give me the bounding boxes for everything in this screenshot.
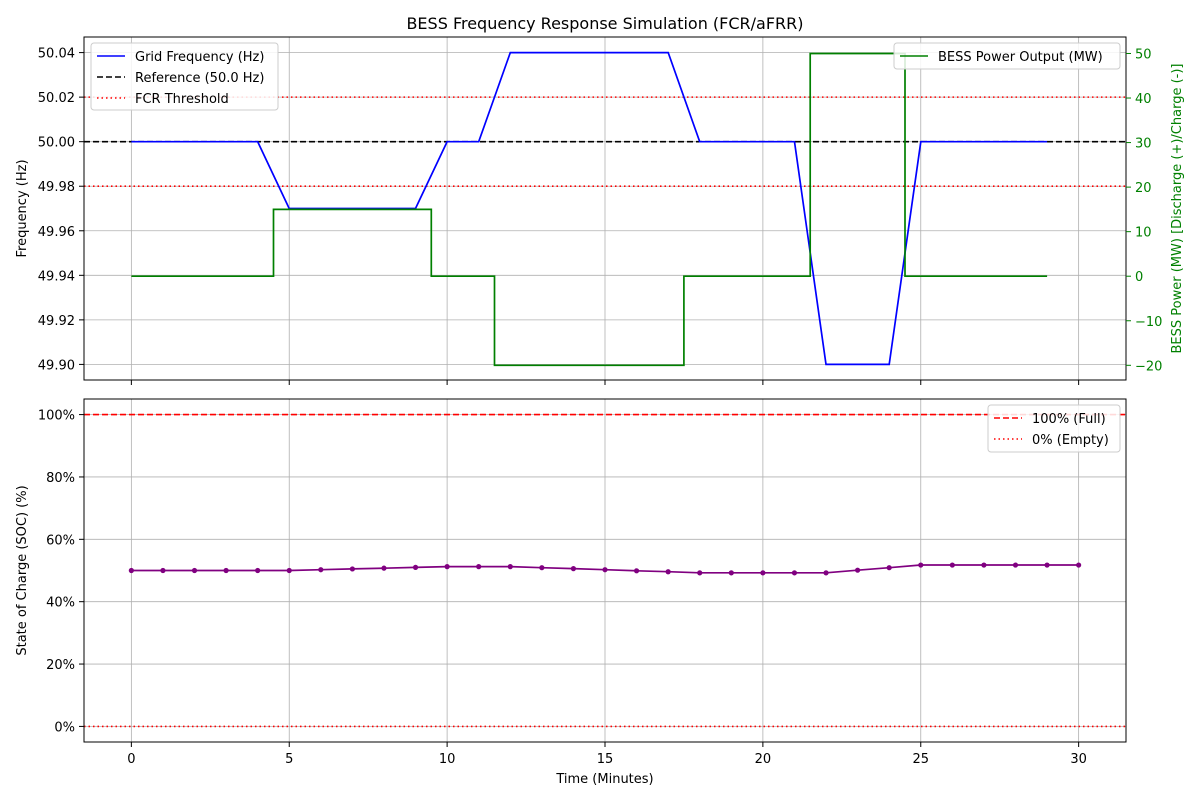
soc-point [855,567,861,573]
x-tick-label: 25 [912,752,929,767]
soc-point [539,565,545,571]
soc-point [318,567,324,573]
soc-point [949,562,955,568]
soc-point [444,564,450,570]
x-tick-label: 20 [755,752,772,767]
soc-tick-label: 100% [38,409,75,424]
soc-legend: 100% (Full) 0% (Empty) [987,404,1121,453]
soc-tick-label: 20% [46,658,75,673]
soc-grid [84,399,1126,742]
soc-tick-label: 40% [46,596,75,611]
legend-label-empty: 0% (Empty) [1032,433,1109,448]
x-tick-label: 10 [439,752,456,767]
bess-power-line [131,52,1048,367]
power-legend-box [893,42,1121,70]
power-tick-label: 40 [1135,92,1152,107]
frequency-tick-label: 49.94 [38,269,75,284]
soc-axis-label: State of Charge (SOC) (%) [15,485,30,655]
soc-point [981,562,987,568]
soc-tick-label: 0% [54,720,75,735]
soc-point [255,567,261,574]
frequency-tick-label: 49.96 [38,225,75,240]
soc-point [191,567,198,574]
power-tick-label: 30 [1135,137,1152,152]
power-tick-label: 50 [1135,47,1152,62]
legend-label-grid-frequency: Grid Frequency (Hz) [135,50,264,65]
soc-point [791,570,798,576]
soc-point [128,567,134,574]
soc-tick-label: 60% [46,533,75,548]
soc-point [697,570,703,576]
soc-point [633,568,640,574]
soc-point [570,566,577,572]
frequency-tick-label: 49.98 [38,180,75,195]
legend-label-full: 100% (Full) [1032,412,1106,427]
legend-label-reference: Reference (50.0 Hz) [135,71,264,86]
soc-point [886,565,892,571]
soc-point [286,567,292,574]
soc-point [602,567,608,573]
power-y-ticks: −20 −10 0 10 20 30 40 50 [1126,47,1162,374]
power-tick-label: 20 [1135,181,1152,196]
soc-point [1076,562,1082,568]
frequency-tick-label: 50.02 [38,91,75,106]
x-tick-label: 5 [285,752,293,767]
soc-point [412,564,419,570]
frequency-tick-label: 50.00 [38,136,75,151]
power-tick-label: 10 [1135,226,1152,241]
power-tick-label: −20 [1135,359,1162,374]
soc-tick-label: 80% [46,471,75,486]
soc-x-ticks: 0 5 10 15 20 25 30 [127,742,1087,767]
soc-point [476,564,482,570]
frequency-legend: Grid Frequency (Hz) Reference (50.0 Hz) … [90,42,279,111]
x-tick-label: 30 [1070,752,1087,767]
soc-point [349,566,355,572]
frequency-panel: 49.90 49.92 49.94 49.96 49.98 50.00 50.02 50.04… [15,14,1185,385]
soc-y-ticks: 0% 20% 40% 60% 80% 100% [38,409,84,735]
frequency-series [131,51,1048,367]
soc-point [1044,562,1050,568]
power-legend: BESS Power Output (MW) [893,42,1121,70]
x-tick-label: 0 [127,752,135,767]
frequency-legend-box [90,42,279,111]
x-tick-label: 15 [597,752,614,767]
frequency-tick-label: 49.92 [38,314,75,329]
frequency-y-ticks: 49.90 49.92 49.94 49.96 49.98 50.00 50.02 50.04 [38,47,84,373]
soc-point [160,567,166,574]
legend-label-bess-power: BESS Power Output (MW) [938,50,1103,65]
soc-point [1012,562,1019,568]
soc-point [760,570,766,576]
time-axis-label: Time (Minutes) [555,772,653,787]
frequency-tick-label: 50.04 [38,47,75,62]
chart-title: BESS Frequency Response Simulation (FCR/… [406,14,803,33]
soc-point [728,570,734,576]
soc-point [507,564,513,570]
soc-legend-box [987,404,1121,453]
power-tick-label: 0 [1135,270,1143,285]
grid-frequency-line [131,51,1048,366]
frequency-x-ticks [130,380,1080,385]
power-tick-label: −10 [1135,315,1162,330]
soc-point [918,562,924,568]
soc-point [823,570,829,576]
power-axis-label: BESS Power (MW) [Discharge (+)/Charge (-… [1170,64,1185,354]
soc-panel: 0% 20% 40% 60% 80% 100% 0 5 10 15 20 25 30 Time (Mi… [15,398,1127,787]
soc-point [223,567,229,574]
soc-series [128,562,1082,576]
soc-point [381,565,387,571]
frequency-tick-label: 49.90 [38,358,75,373]
frequency-axis-label: Frequency (Hz) [15,159,30,257]
soc-limit-lines [84,413,1126,728]
legend-label-fcr-threshold: FCR Threshold [135,92,229,107]
soc-point [665,569,671,575]
